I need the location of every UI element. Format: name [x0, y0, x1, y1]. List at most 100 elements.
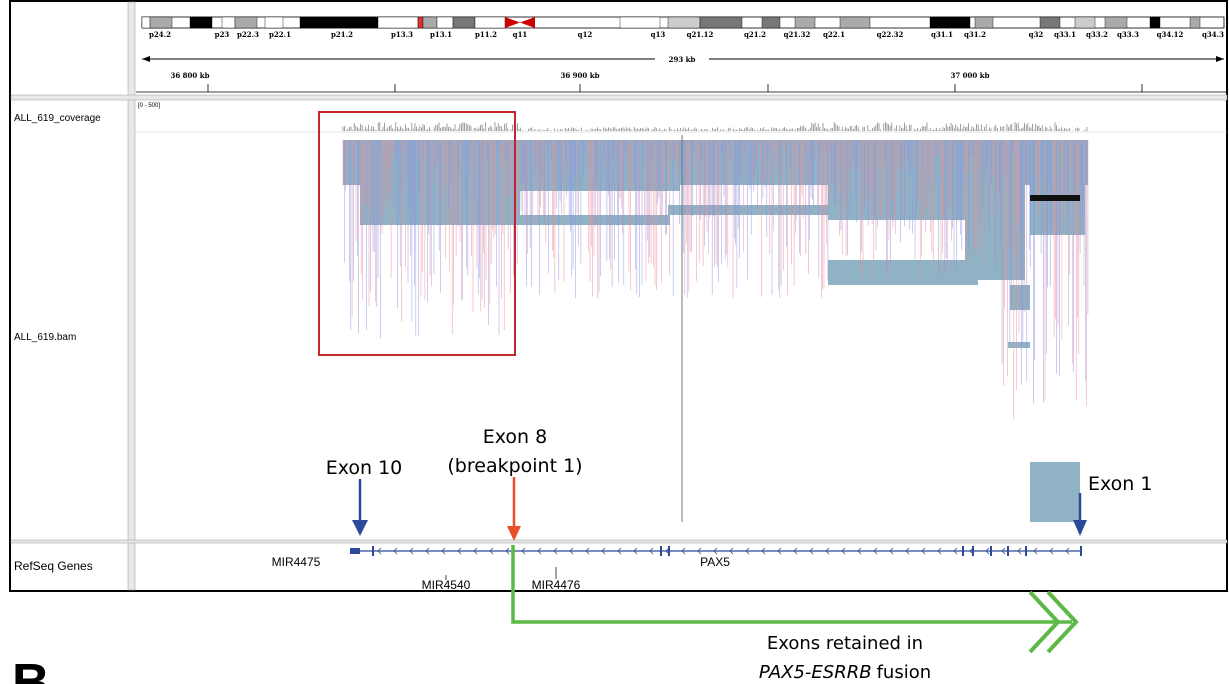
- band: [1074, 16, 1096, 29]
- strand-arrow: [713, 547, 718, 555]
- read-block: [965, 140, 1025, 280]
- band-label: q21.2: [744, 30, 766, 39]
- divider: [10, 94, 1228, 101]
- exon: [350, 548, 360, 554]
- strand-arrow: [841, 547, 846, 555]
- band-label: q11: [513, 30, 528, 39]
- exon: [660, 546, 662, 556]
- ruler-label: 36 800 kb: [171, 71, 210, 80]
- band: [1039, 16, 1061, 29]
- ideogram: p24.2 p23 p22.3 p22.1 p21.2 p13.3 p13.1 p11.2 q1…: [141, 16, 1225, 39]
- centromere: [505, 17, 535, 28]
- band-label: q12: [578, 30, 593, 39]
- band: [839, 16, 871, 29]
- band: [299, 16, 353, 29]
- read-block: [828, 260, 978, 285]
- band-label: q22.1: [823, 30, 845, 39]
- gene-label: MIR4476: [532, 578, 581, 592]
- strand-arrow: [697, 547, 702, 555]
- band: [377, 16, 419, 29]
- read-block: [360, 185, 520, 215]
- annotation: Exon 8: [483, 426, 547, 448]
- strand-arrow: [793, 547, 798, 555]
- data-range: [0 - 500]: [138, 103, 160, 109]
- strand-arrow: [393, 547, 398, 555]
- band: [794, 16, 816, 29]
- track-name: RefSeq Genes: [14, 559, 93, 573]
- highlight-box: [318, 111, 516, 356]
- annotation: Exon 10: [326, 457, 403, 479]
- read-block: [668, 205, 828, 215]
- annotation-word: fusion: [877, 662, 932, 683]
- strand-arrow: [585, 547, 590, 555]
- ruler: 36 800 kb 36 900 kb 37 000 kb: [171, 71, 1143, 92]
- band: [141, 16, 151, 29]
- ruler-label: 36 900 kb: [561, 71, 600, 80]
- band-label: q13: [651, 30, 666, 39]
- strand-arrow: [1049, 547, 1054, 555]
- annotation: Exons retained in: [767, 633, 923, 654]
- band-label: p22.1: [269, 30, 291, 39]
- strand-arrow: [505, 547, 510, 555]
- band: [149, 16, 173, 29]
- band-label: q32: [1029, 30, 1044, 39]
- band: [619, 16, 661, 29]
- band-label: p13.1: [430, 30, 452, 39]
- band: [1149, 16, 1161, 29]
- band: [929, 16, 971, 29]
- strand-arrow: [921, 547, 926, 555]
- read-block: [1008, 342, 1030, 348]
- band-label: q33.2: [1086, 30, 1108, 39]
- band: [436, 16, 454, 29]
- gene-label: MIR4475: [272, 555, 321, 569]
- strand-arrow: [649, 547, 654, 555]
- strand-arrow: [745, 547, 750, 555]
- band-label: q31.1: [931, 30, 953, 39]
- arrowhead: [1073, 520, 1087, 536]
- band: [474, 16, 506, 29]
- annotation: (breakpoint 1): [447, 455, 582, 477]
- band: [761, 16, 781, 29]
- read-pileup: [342, 122, 1089, 522]
- exon: [1080, 546, 1082, 556]
- strand-arrow: [985, 547, 990, 555]
- fusion-line: [511, 545, 1072, 624]
- read-block: [1010, 285, 1030, 310]
- strand-arrow: [633, 547, 638, 555]
- strand-arrow: [777, 547, 782, 555]
- band-label: q34.3: [1202, 30, 1224, 39]
- band: [1189, 16, 1201, 29]
- band-label: p11.2: [475, 30, 497, 39]
- band-label: q34.12: [1157, 30, 1184, 39]
- strand-arrow: [409, 547, 414, 555]
- panel-label: B: [12, 654, 50, 684]
- strand-arrow: [889, 547, 894, 555]
- band: [699, 16, 743, 29]
- span-bg: [655, 54, 709, 65]
- strand-arrow: [1001, 547, 1006, 555]
- strand-arrow: [489, 547, 494, 555]
- strand-arrow: [825, 547, 830, 555]
- strand-arrow: [953, 547, 958, 555]
- divider: [10, 539, 1228, 544]
- read-block: [1030, 195, 1080, 201]
- gene-model: [350, 546, 1082, 556]
- strand-arrow: [441, 547, 446, 555]
- gene-label: MIR4540: [422, 578, 471, 592]
- band-label: p22.3: [237, 30, 259, 39]
- band-label: q21.32: [784, 30, 811, 39]
- band-label: p21.2: [331, 30, 353, 39]
- track-name: ALL_619_coverage: [14, 113, 101, 124]
- chevron: [1028, 590, 1079, 654]
- band-label: q33.1: [1054, 30, 1076, 39]
- strand-arrow: [809, 547, 814, 555]
- annotation: PAX5-ESRRB fusion: [759, 662, 931, 683]
- strand-arrow: [873, 547, 878, 555]
- exon: [962, 546, 964, 556]
- band: [452, 16, 476, 29]
- strand-arrow: [1065, 547, 1070, 555]
- band-label: p23: [215, 30, 230, 39]
- strand-arrow: [1017, 547, 1022, 555]
- strand-arrow: [761, 547, 766, 555]
